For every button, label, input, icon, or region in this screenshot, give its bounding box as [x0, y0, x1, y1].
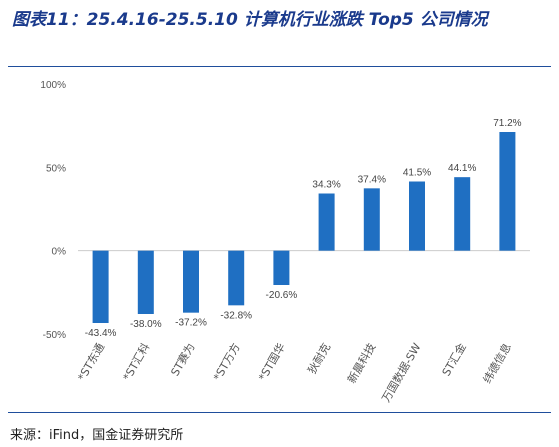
- bar-chart: 100% 50% 0% -50% -43.4% -38.0% -37.2% -32.8% -2…: [40, 80, 530, 405]
- bar-series: [92, 132, 516, 323]
- x-tick-label: *ST万方: [210, 341, 243, 384]
- data-label: -20.6%: [266, 290, 298, 301]
- x-tick-label: *ST国华: [255, 341, 288, 384]
- data-label: -38.0%: [130, 319, 162, 330]
- x-tick-label: 纬德信息: [480, 341, 514, 386]
- bar: [228, 250, 245, 306]
- data-label: 44.1%: [448, 163, 476, 174]
- x-tick-label: 狄耐克: [305, 341, 333, 376]
- x-tick-label: *ST汇科: [120, 341, 153, 384]
- x-tick-label: 新晨科技: [344, 341, 378, 386]
- x-axis-labels: *ST东通 *ST汇科 ST赛为 *ST万方 *ST国华 狄耐克 新晨科技 万国数据-SW ST…: [75, 340, 514, 404]
- y-tick-label: -50%: [43, 330, 66, 341]
- x-tick-label: ST赛为: [168, 341, 198, 379]
- bar: [454, 177, 471, 251]
- x-tick-label: 万国数据-SW: [379, 340, 424, 404]
- source-note: 来源：iFind，国金证券研究所: [10, 428, 184, 443]
- data-label: 41.5%: [403, 168, 431, 179]
- bar: [273, 250, 290, 285]
- bottom-divider: [8, 412, 551, 413]
- bar: [183, 250, 199, 313]
- x-tick-label: ST汇金: [439, 341, 469, 379]
- data-label: 37.4%: [358, 174, 386, 185]
- data-label: -43.4%: [85, 328, 117, 339]
- data-label: 71.2%: [493, 118, 521, 129]
- chart-title: 图表11：25.4.16-25.5.10 计算机行业涨跌 Top5 公司情况: [12, 10, 488, 30]
- bar: [499, 132, 516, 251]
- y-tick-label: 0%: [52, 247, 67, 258]
- data-labels: -43.4% -38.0% -37.2% -32.8% -20.6% 34.3% 37.4%…: [85, 118, 522, 339]
- bar: [409, 181, 425, 251]
- data-label: -37.2%: [175, 318, 207, 329]
- y-axis: 100% 50% 0% -50%: [40, 80, 66, 341]
- top-divider: [8, 66, 551, 67]
- bar: [363, 188, 380, 251]
- bar: [137, 250, 154, 314]
- y-tick-label: 50%: [46, 163, 66, 174]
- data-label: -32.8%: [220, 310, 252, 321]
- y-tick-label: 100%: [40, 80, 66, 91]
- bar: [318, 193, 335, 251]
- x-tick-label: *ST东通: [75, 341, 107, 383]
- bar: [92, 250, 109, 323]
- data-label: 34.3%: [312, 180, 340, 191]
